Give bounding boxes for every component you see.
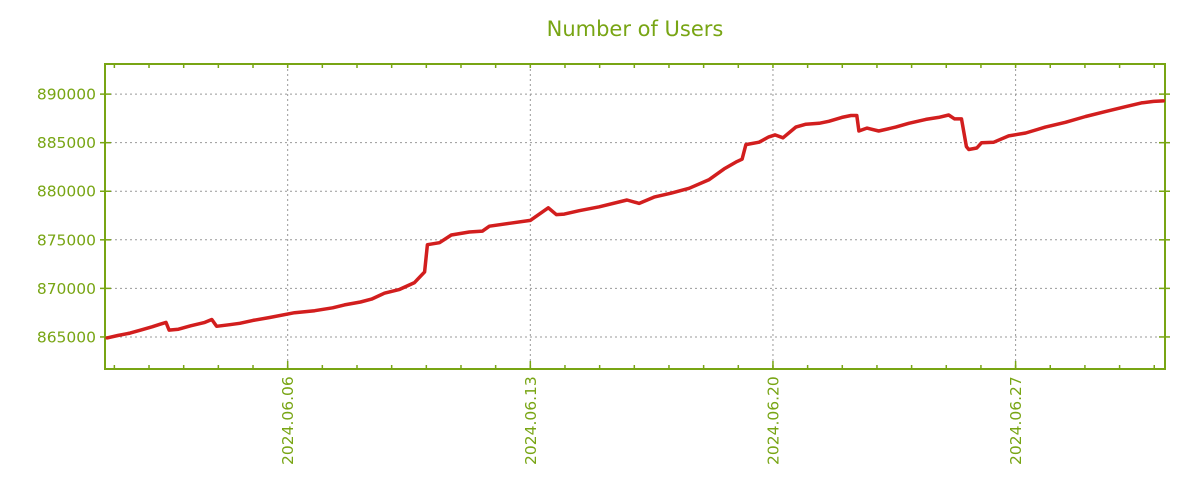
x-tick-label: 2024.06.06 xyxy=(279,376,297,465)
plot-border xyxy=(104,63,1166,370)
y-tick-label: 890000 xyxy=(37,86,96,104)
x-tick-label: 2024.06.13 xyxy=(522,376,540,465)
x-tick-label: 2024.06.20 xyxy=(764,376,782,465)
x-tick-label: 2024.06.27 xyxy=(1007,376,1025,465)
y-tick-label: 885000 xyxy=(37,134,96,152)
y-tick-label: 870000 xyxy=(37,280,96,298)
series-line xyxy=(105,99,1166,340)
y-tick-label: 875000 xyxy=(37,231,96,249)
y-tick-label: 865000 xyxy=(37,328,96,346)
y-tick-label: 880000 xyxy=(37,183,96,201)
chart-title: Number of Users xyxy=(546,17,724,41)
